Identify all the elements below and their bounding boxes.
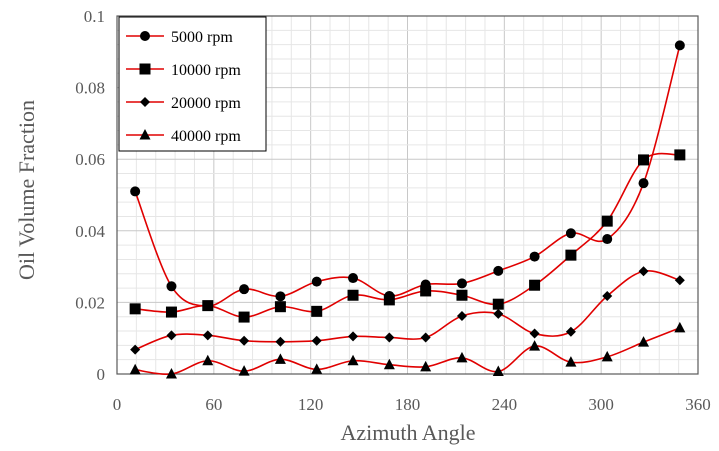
plot-area-border: [116, 15, 699, 375]
data-point-5000-rpm: [638, 178, 649, 189]
legend-label-20000-rpm: 20000 rpm: [171, 95, 241, 112]
legend: 5000 rpm 10000 rpm 20000 rpm 40000 rpm: [118, 16, 267, 152]
data-point-40000-rpm: [601, 350, 613, 362]
data-point-10000-rpm: [456, 289, 468, 301]
y-tick-label: 0: [97, 365, 106, 384]
data-point-40000-rpm: [202, 354, 214, 366]
data-point-10000-rpm: [492, 298, 504, 310]
legend-marker-10000-rpm: [139, 63, 151, 75]
y-tick-label: 0.02: [75, 293, 105, 312]
data-point-40000-rpm: [565, 356, 577, 367]
legend-label-40000-rpm: 40000 rpm: [171, 128, 241, 145]
x-tick-label: 120: [298, 395, 324, 414]
data-point-5000-rpm: [674, 40, 685, 51]
x-tick-label: 180: [395, 395, 421, 414]
data-point-20000-rpm: [202, 330, 213, 341]
y-axis-title: Oil Volume Fraction: [14, 100, 39, 280]
series-line-10000-rpm: [135, 152, 680, 318]
data-point-10000-rpm: [129, 303, 141, 315]
data-point-20000-rpm: [348, 331, 359, 342]
data-point-10000-rpm: [238, 311, 250, 323]
data-point-5000-rpm: [456, 278, 467, 289]
data-point-40000-rpm: [492, 365, 504, 376]
x-tick-label: 240: [492, 395, 518, 414]
y-tick-label: 0.04: [75, 222, 105, 241]
data-point-10000-rpm: [565, 249, 577, 261]
y-tick-label: 0.08: [75, 79, 105, 98]
data-point-20000-rpm: [420, 332, 431, 343]
data-point-20000-rpm: [456, 311, 467, 322]
x-tick-label: 300: [588, 395, 614, 414]
legend-label-10000-rpm: 10000 rpm: [171, 62, 241, 79]
data-point-10000-rpm: [202, 300, 214, 312]
x-tick-label: 60: [205, 395, 222, 414]
series-5000-rpm: [130, 40, 685, 311]
data-point-20000-rpm: [602, 290, 613, 301]
data-point-10000-rpm: [347, 289, 359, 301]
series-10000-rpm: [129, 149, 686, 323]
data-point-40000-rpm: [456, 351, 468, 363]
data-point-40000-rpm: [347, 354, 359, 366]
data-point-20000-rpm: [384, 332, 395, 343]
y-tick-label: 0.06: [75, 150, 105, 169]
data-point-10000-rpm: [601, 215, 613, 227]
series-line-20000-rpm: [134, 270, 681, 351]
data-point-5000-rpm: [239, 284, 250, 295]
data-point-10000-rpm: [420, 285, 432, 297]
x-tick-label: 0: [113, 395, 122, 414]
data-point-40000-rpm: [129, 363, 141, 375]
y-tick-label: 0.1: [84, 7, 105, 26]
data-point-40000-rpm: [383, 358, 395, 370]
x-axis-title: Azimuth Angle: [340, 420, 475, 445]
x-tick-label: 360: [685, 395, 711, 414]
data-point-10000-rpm: [165, 306, 177, 318]
legend-marker-20000-rpm: [140, 97, 150, 107]
data-point-20000-rpm: [275, 336, 286, 347]
tick-labels: 0 60 120 180 240 300 360 0 0.02 0.04 0.06 0.08 0.1: [75, 7, 711, 414]
data-point-5000-rpm: [493, 265, 504, 276]
series-20000-rpm: [130, 266, 685, 355]
data-point-10000-rpm: [674, 149, 686, 161]
series-40000-rpm: [129, 321, 686, 379]
data-point-20000-rpm: [130, 344, 141, 355]
data-point-20000-rpm: [493, 308, 504, 319]
legend-marker-40000-rpm: [139, 129, 151, 140]
data-point-20000-rpm: [311, 335, 322, 346]
series-layer: [129, 40, 686, 379]
data-point-10000-rpm: [383, 294, 395, 306]
data-point-10000-rpm: [311, 305, 323, 317]
data-point-40000-rpm: [165, 368, 177, 379]
data-point-10000-rpm: [274, 301, 286, 313]
data-point-5000-rpm: [166, 281, 177, 292]
data-point-40000-rpm: [638, 336, 650, 347]
data-point-40000-rpm: [311, 363, 323, 374]
data-point-20000-rpm: [674, 275, 685, 286]
data-point-5000-rpm: [275, 291, 286, 302]
data-point-5000-rpm: [348, 273, 359, 284]
legend-label-5000-rpm: 5000 rpm: [171, 29, 233, 46]
series-line-40000-rpm: [135, 327, 681, 376]
data-point-5000-rpm: [130, 186, 141, 197]
data-point-40000-rpm: [420, 360, 432, 372]
data-point-40000-rpm: [238, 365, 250, 376]
data-point-20000-rpm: [529, 328, 540, 339]
data-point-20000-rpm: [638, 266, 649, 277]
legend-marker-5000-rpm: [140, 31, 150, 41]
data-point-40000-rpm: [529, 340, 541, 351]
data-point-10000-rpm: [638, 154, 650, 166]
data-point-20000-rpm: [565, 326, 576, 337]
data-point-40000-rpm: [274, 353, 286, 364]
data-point-20000-rpm: [239, 335, 250, 346]
data-point-10000-rpm: [529, 279, 541, 291]
data-point-5000-rpm: [529, 251, 540, 262]
data-point-5000-rpm: [311, 276, 322, 287]
data-point-40000-rpm: [674, 321, 686, 333]
axes: [116, 15, 699, 375]
data-point-5000-rpm: [565, 228, 576, 239]
data-point-20000-rpm: [166, 330, 177, 341]
data-point-5000-rpm: [602, 234, 613, 245]
